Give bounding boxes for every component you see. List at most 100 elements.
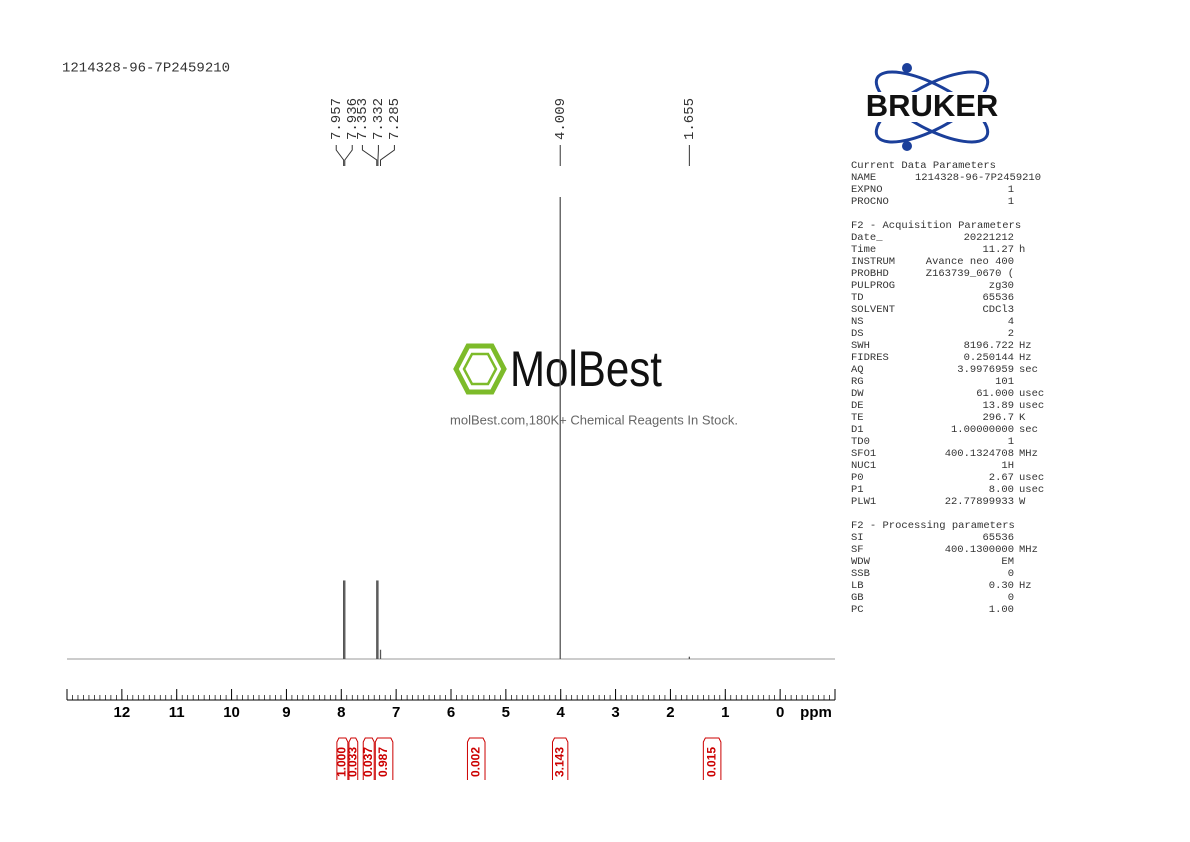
- param-unit: h: [1019, 244, 1025, 256]
- param-name: DS: [851, 328, 864, 340]
- logo-band: [850, 92, 1016, 122]
- param-value: 1H: [1001, 460, 1014, 472]
- param-value: Z163739_0670 (: [926, 268, 1014, 280]
- peak-label: 7.332: [371, 98, 387, 140]
- integral-label: 0.015: [704, 747, 718, 777]
- peak-label: 7.957: [329, 98, 345, 140]
- watermark-hexagon: [453, 343, 507, 395]
- param-unit: MHz: [1019, 544, 1038, 556]
- param-name: TE: [851, 412, 864, 424]
- peak-label: 7.353: [355, 98, 371, 140]
- integral-bracket: [551, 737, 569, 780]
- param-unit: W: [1019, 496, 1026, 508]
- x-tick-label: 10: [223, 704, 240, 721]
- param-value: CDCl3: [982, 304, 1014, 316]
- peak-label: 4.009: [553, 98, 569, 140]
- peak-leader: [380, 145, 395, 166]
- integral-bracket: [362, 737, 375, 780]
- x-tick-label: 9: [282, 704, 290, 721]
- peak-leader: [344, 145, 353, 166]
- param-name: PC: [851, 604, 864, 616]
- x-tick-label: 4: [557, 704, 566, 721]
- param-unit: usec: [1019, 484, 1044, 496]
- x-tick-label: 7: [392, 704, 400, 721]
- param-value: 1: [1008, 196, 1014, 208]
- param-value: 13.89: [982, 400, 1014, 412]
- param-name: TD: [851, 292, 864, 304]
- param-name: SOLVENT: [851, 304, 895, 316]
- param-value: 0.250144: [964, 352, 1014, 364]
- param-name: LB: [851, 580, 864, 592]
- brand: BRUKER: [866, 88, 999, 123]
- param-value: 1.00000000: [951, 424, 1014, 436]
- param-value: 0: [1008, 568, 1014, 580]
- integral-bracket: [348, 737, 359, 780]
- param-unit: K: [1019, 412, 1026, 424]
- param-value: EM: [1001, 556, 1014, 568]
- param-value: 8196.722: [964, 340, 1014, 352]
- param-name: P0: [851, 472, 864, 484]
- param-value: 3.9976959: [957, 364, 1014, 376]
- param-value: 1214328-96-7P2459210: [915, 172, 1041, 184]
- param-heading: F2 - Acquisition Parameters: [851, 220, 1021, 232]
- param-value: 296.7: [982, 412, 1014, 424]
- param-value: Avance neo 400: [926, 256, 1014, 268]
- param-name: DW: [851, 388, 864, 400]
- param-value: 4: [1008, 316, 1014, 328]
- param-unit: sec: [1019, 364, 1038, 376]
- integral-label: 0.987: [376, 747, 390, 777]
- param-value: 2: [1008, 328, 1014, 340]
- param-name: D1: [851, 424, 864, 436]
- x-tick-label: 1: [721, 704, 729, 721]
- param-name: SWH: [851, 340, 870, 352]
- logo-dot: [902, 63, 912, 73]
- param-name: NS: [851, 316, 864, 328]
- param-name: SI: [851, 532, 864, 544]
- param-name: NUC1: [851, 460, 876, 472]
- param-name: PROBHD: [851, 268, 889, 280]
- param-name: SF: [851, 544, 864, 556]
- x-tick-label: 0: [776, 704, 784, 721]
- logo-orbit: [874, 70, 990, 144]
- param-value: 0.30: [989, 580, 1014, 592]
- param-unit: Hz: [1019, 580, 1032, 592]
- bruker-logo: BRUKER: [850, 63, 1016, 151]
- param-value: 20221212: [964, 232, 1014, 244]
- param-unit: usec: [1019, 388, 1044, 400]
- param-value: 400.1324708: [945, 448, 1014, 460]
- logo-dot: [902, 141, 912, 151]
- x-axis-label: ppm: [800, 704, 832, 721]
- param-value: 1: [1008, 184, 1014, 196]
- x-tick-label: 3: [611, 704, 619, 721]
- logo-orbit: [874, 70, 990, 144]
- integral-bracket: [374, 737, 394, 780]
- integral-label: 0.037: [361, 747, 375, 777]
- param-name: NAME: [851, 172, 876, 184]
- peak-label: 7.936: [345, 98, 361, 140]
- param-name: DE: [851, 400, 864, 412]
- x-tick-label: 2: [666, 704, 674, 721]
- param-name: P1: [851, 484, 864, 496]
- param-value: 22.77899933: [945, 496, 1014, 508]
- x-tick-label: 11: [169, 704, 185, 721]
- param-value: 2.67: [989, 472, 1014, 484]
- param-name: WDW: [851, 556, 871, 568]
- param-value: 101: [995, 376, 1014, 388]
- param-value: 400.1300000: [945, 544, 1014, 556]
- x-tick-label: 5: [502, 704, 510, 721]
- param-unit: Hz: [1019, 352, 1032, 364]
- integral-label: 1.000: [335, 747, 349, 777]
- param-unit: usec: [1019, 400, 1044, 412]
- param-unit: sec: [1019, 424, 1038, 436]
- peak-leader: [361, 145, 378, 166]
- watermark-ring: [462, 352, 498, 386]
- param-value: 8.00: [989, 484, 1014, 496]
- param-name: EXPNO: [851, 184, 883, 196]
- param-name: PLW1: [851, 496, 876, 508]
- integral-bracket: [702, 737, 722, 780]
- x-tick-label: 12: [114, 704, 131, 721]
- param-name: FIDRES: [851, 352, 889, 364]
- x-tick-label: 6: [447, 704, 455, 721]
- peak-label: 7.285: [387, 98, 403, 140]
